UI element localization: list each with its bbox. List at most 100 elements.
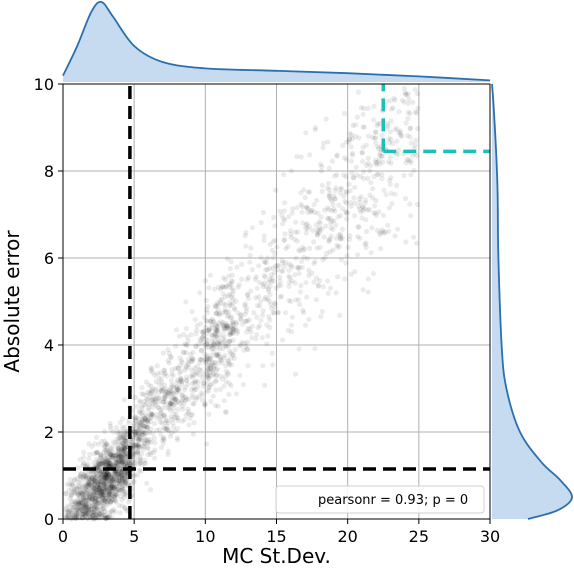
scatter-point xyxy=(239,339,245,345)
scatter-point xyxy=(115,448,121,454)
scatter-point xyxy=(111,494,117,500)
scatter-point xyxy=(302,246,308,252)
scatter-point xyxy=(106,471,112,477)
scatter-point xyxy=(232,346,238,353)
scatter-point xyxy=(135,449,141,455)
scatter-point xyxy=(139,430,145,436)
scatter-point xyxy=(106,472,112,478)
scatter-point xyxy=(121,452,127,458)
scatter-point xyxy=(101,486,107,492)
scatter-point xyxy=(98,488,104,494)
scatter-point xyxy=(221,383,227,389)
scatter-point xyxy=(317,230,323,236)
scatter-point xyxy=(72,489,78,496)
scatter-point xyxy=(118,461,125,468)
scatter-point xyxy=(173,397,179,403)
scatter-point xyxy=(233,321,239,327)
scatter-point xyxy=(189,374,196,380)
scatter-point xyxy=(321,140,327,146)
scatter-point xyxy=(297,248,303,254)
scatter-point xyxy=(159,437,165,443)
scatter-point xyxy=(80,454,87,460)
scatter-point xyxy=(230,322,236,328)
scatter-point xyxy=(338,236,344,242)
scatter-point xyxy=(109,453,115,459)
scatter-point xyxy=(82,509,88,516)
scatter-point xyxy=(135,431,142,437)
scatter-point xyxy=(108,460,114,467)
scatter-point xyxy=(270,265,276,271)
scatter-point xyxy=(94,504,100,510)
scatter-point xyxy=(107,495,113,501)
scatter-point xyxy=(254,331,260,338)
scatter-point xyxy=(67,477,73,483)
scatter-point xyxy=(133,441,139,447)
scatter-point xyxy=(163,388,169,394)
scatter-point xyxy=(214,325,220,331)
scatter-point xyxy=(90,509,96,515)
scatter-point xyxy=(113,488,120,494)
scatter-point xyxy=(224,314,230,320)
scatter-point xyxy=(93,470,99,476)
scatter-point xyxy=(149,400,155,406)
scatter-point xyxy=(101,505,107,511)
scatter-point xyxy=(160,435,167,441)
scatter-point xyxy=(135,421,141,427)
scatter-point xyxy=(394,126,400,132)
scatter-point xyxy=(102,500,108,506)
legend-text: pearsonr = 0.93; p = 0 xyxy=(318,493,468,508)
scatter-point xyxy=(73,507,79,513)
scatter-point xyxy=(267,292,273,298)
scatter-point xyxy=(158,370,164,376)
scatter-point xyxy=(224,283,230,289)
scatter-point xyxy=(63,506,69,512)
scatter-point xyxy=(223,409,229,415)
scatter-point xyxy=(97,475,103,481)
scatter-point xyxy=(100,450,106,456)
scatter-point xyxy=(140,391,146,397)
scatter-point xyxy=(228,382,234,389)
scatter-point xyxy=(79,504,85,510)
scatter-point xyxy=(360,208,366,214)
scatter-point xyxy=(83,473,89,479)
scatter-point xyxy=(96,460,102,466)
scatter-point xyxy=(144,480,150,486)
scatter-point xyxy=(205,372,211,378)
scatter-point xyxy=(408,172,414,178)
scatter-point xyxy=(168,354,174,361)
scatter-point xyxy=(224,256,230,262)
scatter-point xyxy=(190,357,196,363)
scatter-point xyxy=(222,352,228,358)
scatter-point xyxy=(389,140,396,146)
scatter-point xyxy=(414,201,420,208)
scatter-point xyxy=(121,440,127,447)
scatter-point xyxy=(84,505,90,511)
scatter-point xyxy=(122,491,128,497)
scatter-point xyxy=(116,466,123,472)
scatter-point xyxy=(317,220,323,226)
scatter-point xyxy=(261,280,267,286)
scatter-point xyxy=(70,511,76,517)
scatter-point xyxy=(102,486,109,493)
scatter-point xyxy=(99,494,106,500)
scatter-point xyxy=(156,394,162,401)
scatter-point xyxy=(120,459,126,465)
scatter-point xyxy=(179,398,185,404)
scatter-point xyxy=(104,470,110,477)
scatter-point xyxy=(358,194,364,200)
scatter-point xyxy=(379,171,385,177)
scatter-point xyxy=(179,392,185,399)
scatter-point xyxy=(166,360,172,366)
scatter-point xyxy=(320,257,326,263)
scatter-point xyxy=(99,492,105,498)
scatter-point xyxy=(226,338,232,345)
scatter-point xyxy=(114,486,121,492)
scatter-point xyxy=(257,322,263,329)
scatter-point xyxy=(73,500,79,506)
scatter-point xyxy=(98,469,104,475)
scatter-point xyxy=(286,267,292,273)
scatter-point xyxy=(73,512,79,519)
scatter-point xyxy=(137,456,143,462)
scatter-point xyxy=(106,460,112,466)
scatter-point xyxy=(203,355,209,361)
